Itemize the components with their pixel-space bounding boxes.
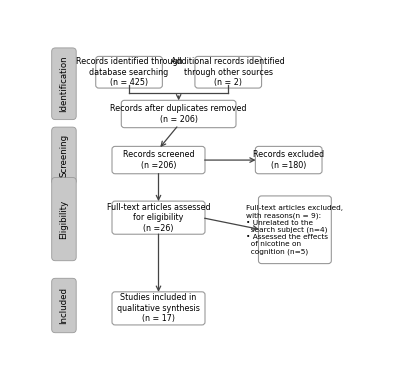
Text: Full-text articles assessed
for eligibility
(n =26): Full-text articles assessed for eligibil… [107,203,210,233]
Text: Records screened
(n =206): Records screened (n =206) [123,150,194,170]
FancyBboxPatch shape [255,146,322,174]
FancyBboxPatch shape [112,146,205,174]
Text: Records excluded
(n =180): Records excluded (n =180) [253,150,324,170]
FancyBboxPatch shape [121,100,236,128]
Text: Screening: Screening [60,134,68,177]
FancyBboxPatch shape [52,278,76,333]
FancyBboxPatch shape [195,56,262,88]
FancyBboxPatch shape [52,178,76,261]
FancyBboxPatch shape [258,196,331,264]
Text: Included: Included [60,287,68,324]
Text: Additional records identified
through other sources
(n = 2): Additional records identified through ot… [171,57,285,87]
FancyBboxPatch shape [52,48,76,120]
FancyBboxPatch shape [52,127,76,184]
FancyBboxPatch shape [112,201,205,234]
Text: Full-text articles excluded,
with reasons(n = 9):
• Unrelated to the
  search su: Full-text articles excluded, with reason… [246,205,343,255]
Text: Records identified through
database searching
(n = 425): Records identified through database sear… [76,57,182,87]
FancyBboxPatch shape [96,56,162,88]
Text: Records after duplicates removed
(n = 206): Records after duplicates removed (n = 20… [110,104,247,124]
Text: Studies included in
qualitative synthesis
(n = 17): Studies included in qualitative synthesi… [117,294,200,323]
FancyBboxPatch shape [112,292,205,325]
Text: Identification: Identification [60,55,68,112]
Text: Eligibility: Eligibility [60,199,68,239]
